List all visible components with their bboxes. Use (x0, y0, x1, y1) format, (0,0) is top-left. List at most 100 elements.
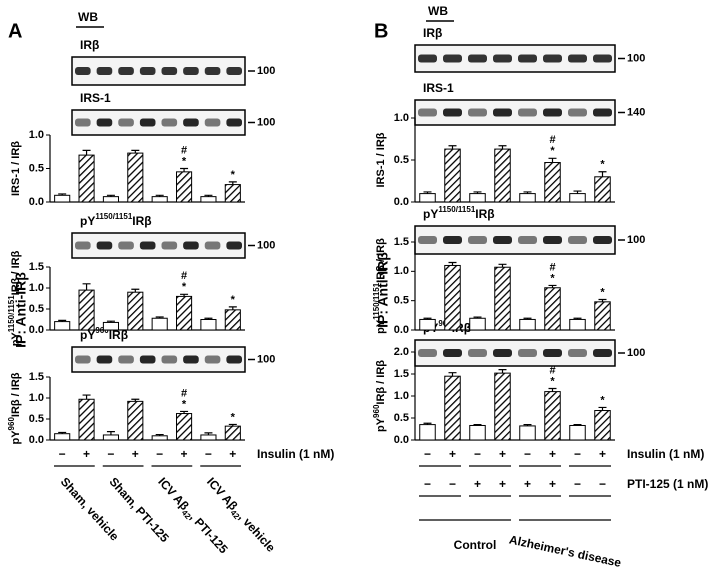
bar (519, 425, 536, 441)
y-axis-label-part: 960 (372, 404, 381, 418)
bar (127, 152, 144, 203)
blot-band (204, 118, 221, 127)
error-bar (155, 194, 164, 197)
blot-band (568, 349, 587, 357)
y-tick-label: 0.5 (394, 412, 409, 424)
blot-band (96, 67, 113, 75)
error-bar (448, 261, 457, 266)
wb-label: WB (428, 4, 448, 18)
error-bar (548, 157, 557, 163)
blot-band (161, 241, 178, 250)
x-tick-label: − (474, 447, 481, 461)
y-axis-label-part: IRβ / IRβ (10, 372, 22, 417)
ip-label: IP: Anti-IRβ (375, 252, 391, 328)
blot-band (161, 355, 178, 364)
x-tick-label: − (205, 447, 212, 461)
bar (569, 193, 586, 203)
blot-band (443, 236, 462, 244)
x-tick-label: − (524, 447, 531, 461)
error-bar (498, 145, 507, 150)
error-bar (523, 317, 532, 320)
error-bar (523, 191, 532, 194)
error-bar (58, 431, 67, 434)
wb-label: WB (78, 10, 98, 24)
y-axis-label: pY1150/1151IRβ / IRβ (372, 238, 387, 334)
significance-mark: * (550, 145, 555, 157)
mw-label: 100 (257, 116, 275, 128)
error-bar (548, 387, 557, 392)
mw-label: 100 (627, 234, 645, 246)
error-bar (573, 317, 582, 320)
y-tick-label: 1.0 (29, 282, 44, 294)
pti-label: PTI-125 (1 nM) (627, 477, 708, 491)
error-bar (131, 149, 140, 154)
blot-band (518, 108, 537, 117)
blot-band (226, 241, 242, 250)
blot-band (226, 118, 242, 127)
bar (469, 424, 486, 441)
blot-band (96, 118, 113, 127)
bar (102, 196, 119, 203)
ip-label: IP: Anti-IRβ (13, 272, 29, 348)
blot-label: IRβ (80, 38, 99, 52)
y-tick-label: 1.0 (394, 265, 409, 277)
bar (102, 434, 119, 441)
blot-label-part: IRS-1 (80, 91, 111, 105)
bar (419, 318, 436, 331)
error-bar (498, 263, 507, 268)
blot-band (518, 236, 537, 244)
pti-sign: + (549, 477, 556, 491)
pti-sign: + (524, 477, 531, 491)
blot-band (443, 108, 462, 117)
y-axis-label: IRS-1 / IRβ (375, 132, 387, 187)
error-bar (573, 190, 582, 194)
blot-band (118, 355, 134, 364)
blot-band (443, 349, 462, 357)
y-tick-label: 1.5 (29, 371, 44, 383)
blot-band (183, 241, 199, 250)
blot-band (518, 54, 537, 63)
blot-label-part: IRβ (475, 207, 494, 221)
y-tick-label: 0.0 (29, 324, 44, 336)
mw-label: 100 (257, 239, 275, 251)
pti-sign: + (499, 477, 506, 491)
blot-label: IRβ (423, 26, 442, 40)
blot-band (593, 349, 612, 357)
error-bar (523, 424, 532, 426)
y-tick-label: 0.0 (29, 434, 44, 446)
error-bar (106, 431, 115, 435)
x-tick-label: + (229, 447, 236, 461)
y-tick-label: 0.5 (394, 154, 409, 166)
blot-band (139, 355, 156, 364)
blot-band (543, 349, 562, 357)
pti-sign: − (449, 477, 456, 491)
blot-band (543, 108, 562, 117)
bar (419, 424, 436, 441)
bar (78, 154, 95, 203)
error-bar (448, 372, 457, 377)
bar (176, 413, 193, 441)
y-tick-label: 0.5 (394, 295, 409, 307)
error-bar (106, 194, 115, 197)
bar (200, 434, 217, 441)
bar (151, 435, 168, 441)
significance-mark: * (600, 159, 605, 171)
y-axis-label-part: IRβ / IRβ (375, 360, 387, 405)
insulin-label: Insulin (1 nM) (257, 447, 334, 461)
error-bar (131, 398, 140, 402)
blot-label-part: pY (80, 328, 95, 342)
bar (494, 148, 511, 203)
bar (200, 319, 217, 331)
blot-band (418, 108, 437, 117)
blot-band (226, 67, 242, 75)
error-bar (106, 320, 115, 323)
y-tick-label: 0.0 (394, 196, 409, 208)
x-tick-label: − (156, 447, 163, 461)
group-label-part: , PTI-125 (187, 510, 231, 556)
y-tick-label: 0.0 (394, 324, 409, 336)
bar (200, 196, 217, 203)
y-tick-label: 0.0 (29, 196, 44, 208)
bar (54, 321, 71, 331)
error-bar (598, 406, 607, 411)
y-tick-label: 1.0 (29, 392, 44, 404)
